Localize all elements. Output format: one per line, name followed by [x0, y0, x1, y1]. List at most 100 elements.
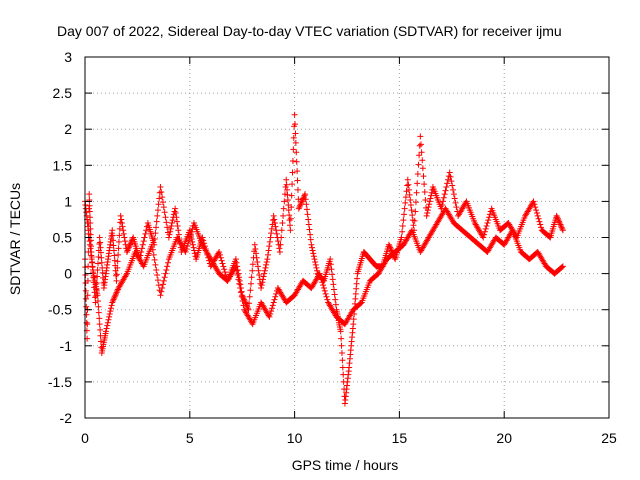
data-point	[556, 218, 563, 225]
data-point	[269, 302, 276, 309]
data-point	[173, 214, 180, 221]
data-point	[480, 234, 487, 241]
data-point	[312, 261, 319, 268]
data-point	[97, 239, 104, 246]
data-point	[294, 177, 301, 184]
data-point	[247, 287, 254, 294]
data-point	[304, 211, 311, 218]
data-point	[255, 267, 262, 274]
data-point	[447, 173, 454, 180]
data-point	[157, 183, 164, 190]
data-point	[233, 267, 240, 274]
data-point	[453, 204, 460, 211]
data-point	[424, 209, 431, 216]
data-point	[232, 256, 239, 263]
data-point	[239, 298, 246, 305]
data-point	[260, 273, 267, 280]
data-point	[86, 191, 93, 198]
data-point	[559, 227, 566, 234]
data-point	[113, 289, 120, 296]
data-point	[237, 285, 244, 292]
data-point	[174, 222, 181, 229]
data-point	[172, 205, 179, 212]
data-point	[310, 250, 317, 257]
data-point	[142, 230, 149, 237]
data-point	[533, 207, 540, 214]
data-point	[185, 240, 192, 247]
data-point	[258, 282, 265, 289]
data-point	[322, 290, 329, 297]
data-point	[401, 211, 408, 218]
data-point	[268, 225, 275, 232]
data-point	[557, 221, 564, 228]
y-tick-label: 2.5	[53, 85, 73, 101]
data-point	[446, 169, 453, 176]
data-point	[284, 191, 291, 198]
data-point	[452, 199, 459, 206]
data-point	[284, 196, 291, 203]
data-point	[188, 228, 195, 235]
data-point	[103, 325, 110, 332]
data-point	[338, 342, 345, 349]
data-point	[422, 196, 429, 203]
data-point	[306, 226, 313, 233]
data-point	[277, 241, 284, 248]
data-point	[190, 244, 197, 251]
data-point	[318, 276, 325, 283]
data-point	[312, 259, 319, 266]
data-point	[139, 241, 146, 248]
data-point	[160, 277, 167, 284]
data-point	[238, 293, 245, 300]
data-point	[411, 217, 418, 224]
data-point	[337, 328, 344, 335]
data-point	[271, 296, 278, 303]
data-point	[164, 263, 171, 270]
data-point	[339, 364, 346, 371]
data-point	[154, 277, 161, 284]
data-point	[426, 201, 433, 208]
data-point	[308, 241, 315, 248]
data-point	[293, 149, 300, 156]
data-point	[353, 280, 360, 287]
data-point	[139, 245, 146, 252]
x-tick-label: 0	[81, 430, 89, 446]
data-point	[111, 252, 118, 259]
data-point	[298, 198, 305, 205]
data-point	[95, 303, 102, 310]
data-point	[265, 247, 272, 254]
data-point	[402, 194, 409, 201]
data-point	[555, 217, 562, 224]
data-point	[191, 250, 198, 257]
data-point	[420, 173, 427, 180]
data-point	[266, 238, 273, 245]
data-point	[183, 246, 190, 253]
data-point	[338, 335, 345, 342]
data-point	[308, 244, 315, 251]
data-point	[399, 228, 406, 235]
data-point	[271, 216, 278, 223]
data-point	[441, 191, 448, 198]
data-point	[258, 285, 265, 292]
data-point	[331, 291, 338, 298]
data-point	[554, 214, 561, 221]
data-point	[157, 292, 164, 299]
data-point	[450, 191, 457, 198]
data-point	[537, 221, 544, 228]
data-point	[254, 259, 261, 266]
data-point	[332, 301, 339, 308]
data-point	[533, 209, 540, 216]
data-point	[161, 209, 168, 216]
data-point	[329, 276, 336, 283]
data-point	[249, 267, 256, 274]
data-point	[99, 269, 106, 276]
data-point	[242, 300, 249, 307]
data-point	[97, 326, 104, 333]
data-point	[113, 277, 120, 284]
data-point	[538, 224, 545, 231]
data-point	[268, 308, 275, 315]
data-point	[426, 198, 433, 205]
data-point	[485, 217, 492, 224]
data-point	[244, 303, 251, 310]
data-point	[264, 251, 271, 258]
data-point	[104, 319, 111, 326]
